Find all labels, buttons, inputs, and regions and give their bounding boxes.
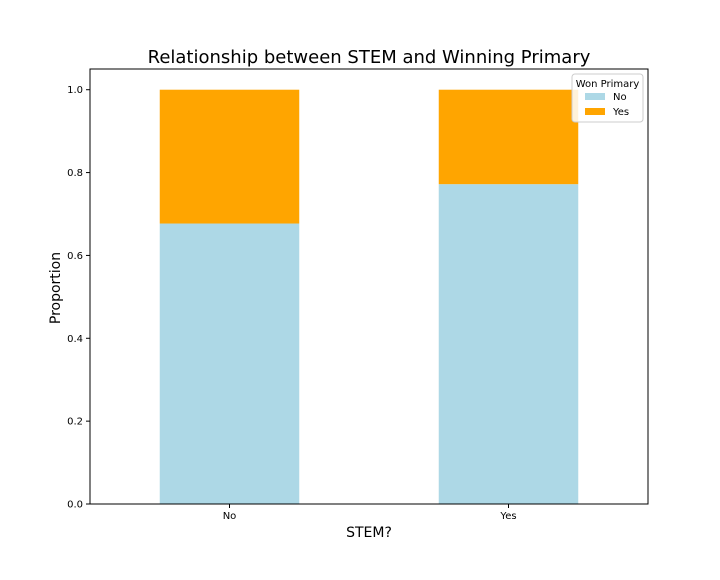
legend-label-yes: Yes	[612, 107, 629, 118]
legend-label-no: No	[613, 92, 627, 103]
legend-swatch-no	[585, 93, 605, 100]
bar-segment-yes-no	[438, 184, 579, 505]
bar-segment-yes-yes	[438, 89, 579, 185]
x-axis-label: STEM?	[346, 525, 392, 541]
bar-segment-no-yes	[159, 89, 300, 224]
bars-layer	[159, 89, 579, 505]
y-tick-label: 0.8	[67, 168, 83, 179]
y-axis-label: Proportion	[48, 252, 64, 324]
bar-segment-no-no	[159, 223, 300, 504]
x-tick-label: No	[223, 511, 237, 522]
plot-frame	[89, 68, 649, 505]
y-tick-label: 0.2	[67, 417, 83, 428]
legend: Won Primary No Yes	[571, 73, 644, 123]
x-tick-label: Yes	[499, 511, 516, 522]
y-tick-label: 0.0	[67, 500, 83, 511]
axes-layer: 0.0 0.2 0.4 0.6 0.8 1.0 No Yes	[67, 68, 649, 522]
chart-title: Relationship between STEM and Winning Pr…	[148, 47, 591, 68]
y-tick-label: 1.0	[67, 85, 83, 96]
legend-swatch-yes	[585, 108, 605, 115]
legend-title: Won Primary	[576, 79, 640, 90]
y-tick-label: 0.6	[67, 251, 83, 262]
legend-items: No Yes	[585, 92, 629, 118]
y-tick-label: 0.4	[67, 334, 83, 345]
